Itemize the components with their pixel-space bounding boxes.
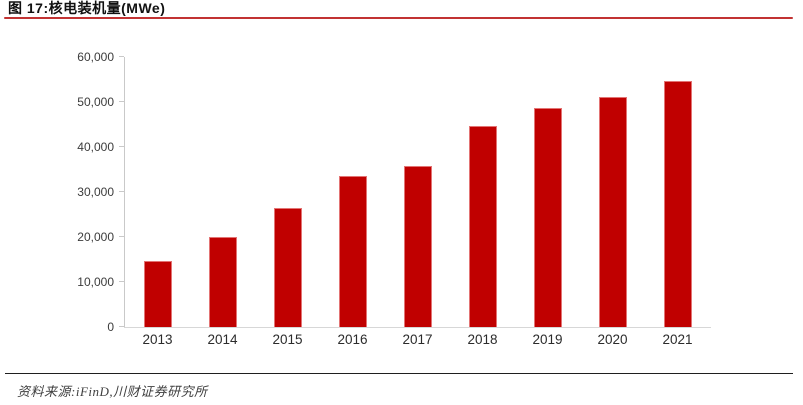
y-tick-label: 50,000 xyxy=(77,95,114,109)
x-tick-label-2017: 2017 xyxy=(402,332,433,347)
bar-slot-2016 xyxy=(320,57,385,327)
x-tick-label-2018: 2018 xyxy=(467,332,498,347)
bar-slot-2014 xyxy=(190,57,255,327)
bar-chart: 0 10,000 20,000 30,000 40,000 50,000 60,000 20… xyxy=(0,50,711,347)
bar-slot-2013 xyxy=(125,57,190,327)
x-tick-label-2013: 2013 xyxy=(142,332,173,347)
y-tick-label: 20,000 xyxy=(77,230,114,244)
x-tick-label-2014: 2014 xyxy=(207,332,238,347)
bar-slot-2015 xyxy=(255,57,320,327)
bar-slot-2019 xyxy=(515,57,580,327)
bar-slot-2020 xyxy=(580,57,645,327)
x-axis-baseline xyxy=(124,327,711,328)
x-tick-label-2015: 2015 xyxy=(272,332,303,347)
bar-2013 xyxy=(143,261,172,327)
y-axis: 0 10,000 20,000 30,000 40,000 50,000 60,000 xyxy=(0,50,124,334)
figure-title: 图 17:核电装机量(MWe) xyxy=(8,0,166,16)
y-tick-mark xyxy=(119,56,124,57)
title-underline-rule xyxy=(4,17,793,19)
y-tick-mark xyxy=(119,191,124,192)
x-tick-label-2021: 2021 xyxy=(662,332,693,347)
x-tick-label-2020: 2020 xyxy=(597,332,628,347)
bar-2020 xyxy=(598,97,627,327)
y-tick-mark xyxy=(119,236,124,237)
x-tick-label-2019: 2019 xyxy=(532,332,563,347)
y-tick-mark xyxy=(119,281,124,282)
bar-series xyxy=(125,57,710,327)
bar-slot-2018 xyxy=(450,57,515,327)
bar-2014 xyxy=(208,236,237,327)
y-tick-label: 30,000 xyxy=(77,185,114,199)
footer-divider xyxy=(5,373,793,374)
x-axis: 2013 2014 2015 2016 2017 2018 2019 2020 2021 xyxy=(125,332,710,347)
bar-slot-2021 xyxy=(645,57,710,327)
bar-2018 xyxy=(468,126,497,327)
y-axis-line xyxy=(124,57,125,327)
y-tick-mark xyxy=(119,326,124,327)
y-tick-label: 60,000 xyxy=(77,50,114,64)
bar-2015 xyxy=(273,207,302,327)
bar-2019 xyxy=(533,107,562,327)
y-tick-label: 0 xyxy=(107,320,114,334)
y-tick-label: 40,000 xyxy=(77,140,114,154)
source-note: 资料来源:iFinD,川财证券研究所 xyxy=(17,384,208,399)
bar-2016 xyxy=(338,175,367,327)
bar-2017 xyxy=(403,165,432,327)
y-tick-mark xyxy=(119,101,124,102)
bar-slot-2017 xyxy=(385,57,450,327)
x-tick-label-2016: 2016 xyxy=(337,332,368,347)
bar-2021 xyxy=(663,81,692,327)
y-tick-mark xyxy=(119,146,124,147)
y-tick-label: 10,000 xyxy=(77,275,114,289)
